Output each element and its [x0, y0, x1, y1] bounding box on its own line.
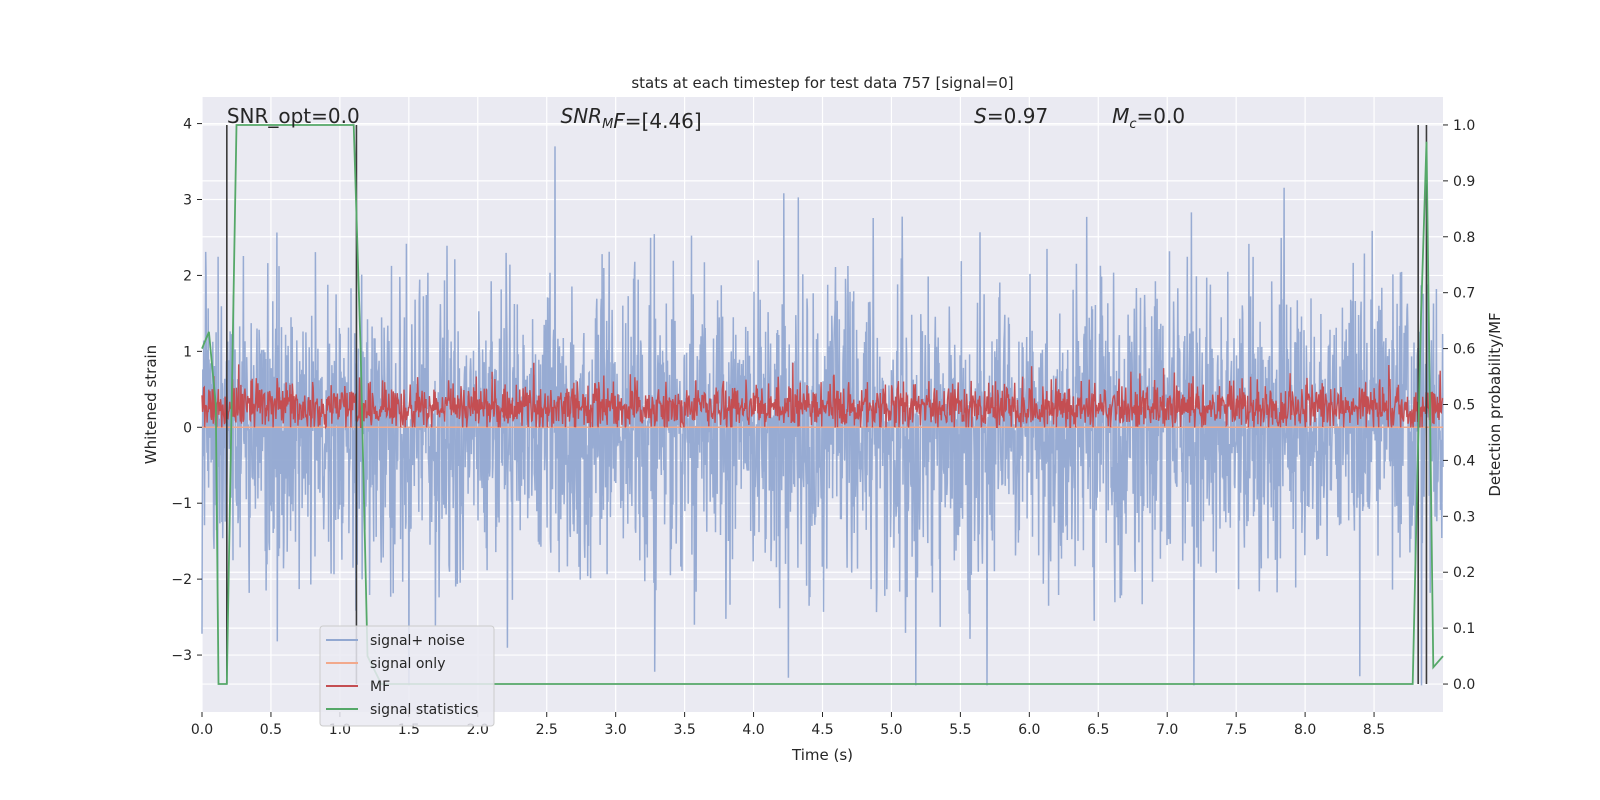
y-right-tick-label: 0.5: [1453, 398, 1475, 414]
y-axis-label-right: Detection probability/MF: [1486, 312, 1504, 496]
x-tick-label: 3.5: [673, 722, 695, 738]
x-tick-label: 4.0: [742, 722, 764, 738]
y-axis-label-left: Whitened strain: [142, 345, 160, 464]
x-tick-label: 3.0: [605, 722, 627, 738]
x-tick-label: 8.0: [1294, 722, 1316, 738]
y-right-tick-label: 0.8: [1453, 230, 1475, 246]
legend: signal+ noise signal only MF signal statist…: [319, 625, 495, 727]
x-tick-label: 0.0: [191, 722, 213, 738]
x-axis-label: Time (s): [791, 746, 853, 764]
y-right-tick-label: 0.2: [1453, 565, 1475, 581]
x-tick-label: 7.0: [1156, 722, 1178, 738]
y-left-tick-label: 0: [183, 420, 192, 436]
x-tick-label: 5.0: [880, 722, 902, 738]
y-left-tick-label: 1: [183, 344, 192, 360]
y-right-tick-label: 1.0: [1453, 118, 1475, 134]
annotation-3: Mc=0.0: [1112, 104, 1185, 132]
y-right-tick-label: 0.9: [1453, 174, 1475, 190]
y-left-tick-label: −3: [171, 648, 192, 664]
y-right-tick-label: 0.1: [1453, 621, 1475, 637]
series-mf: [201, 362, 1444, 430]
legend-label: signal+ noise: [370, 633, 465, 649]
y-right-tick-label: 0.6: [1453, 342, 1475, 358]
y-right-tick-label: 0.7: [1453, 286, 1475, 302]
series-signal-statistics-line: [201, 124, 1444, 685]
x-tick-label: 5.5: [949, 722, 971, 738]
annotation-1: SNRMF=[4.46]: [561, 104, 702, 133]
x-tick-label: 2.5: [536, 722, 558, 738]
chart-title: stats at each timestep for test data 757…: [631, 74, 1013, 92]
series-signal-statistics: [201, 124, 1444, 685]
y-left-tick-label: −2: [171, 572, 192, 588]
x-tick-label: 7.5: [1225, 722, 1247, 738]
x-tick-label: 0.5: [260, 722, 282, 738]
y-right-tick-label: 0.3: [1453, 509, 1475, 525]
legend-label: signal statistics: [370, 702, 478, 718]
legend-label: signal only: [370, 656, 445, 672]
x-tick-label: 4.5: [811, 722, 833, 738]
y-left-tick-label: 3: [183, 193, 192, 209]
legend-label: MF: [370, 679, 390, 695]
x-tick-label: 6.5: [1087, 722, 1109, 738]
y-left-tick-label: −1: [171, 496, 192, 512]
annotations: SNR_opt=0.0 SNRMF=[4.46] S=0.97 Mc=0.0: [227, 104, 1185, 133]
y-left-tick-label: 4: [183, 117, 192, 133]
y-right-tick-label: 0.4: [1453, 453, 1475, 469]
annotation-2: S=0.97: [974, 104, 1048, 128]
series-mf-line: [201, 362, 1444, 430]
x-tick-label: 8.5: [1363, 722, 1385, 738]
y-left-tick-label: 2: [183, 268, 192, 284]
y-right-tick-label: 0.0: [1453, 677, 1475, 693]
annotation-0: SNR_opt=0.0: [227, 104, 360, 128]
legend-box: [319, 625, 495, 727]
x-tick-label: 6.0: [1018, 722, 1040, 738]
